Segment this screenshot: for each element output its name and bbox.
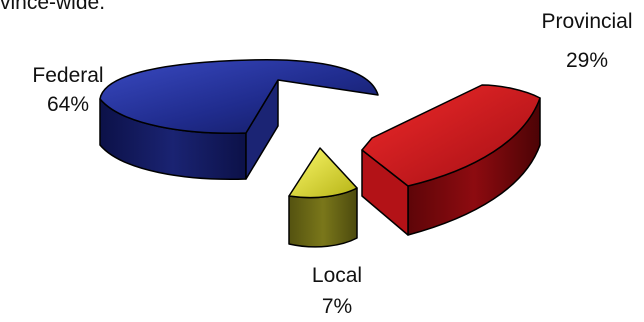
slice-provincial-top — [361, 84, 541, 187]
label-local-percent: 7% — [322, 295, 352, 318]
label-federal-name: Federal — [32, 64, 103, 87]
slice-provincial — [361, 84, 541, 236]
slice-local-top — [288, 147, 358, 199]
slice-federal — [99, 59, 379, 180]
label-local-name: Local — [312, 264, 362, 287]
label-provincial-percent: 29% — [566, 49, 608, 72]
slice-local — [288, 147, 358, 248]
slice-federal-top — [99, 59, 379, 134]
cropped-caption-text: vince-wide. — [0, 0, 106, 14]
label-federal-percent: 64% — [47, 93, 89, 116]
label-provincial-name: Provincial — [541, 10, 632, 33]
